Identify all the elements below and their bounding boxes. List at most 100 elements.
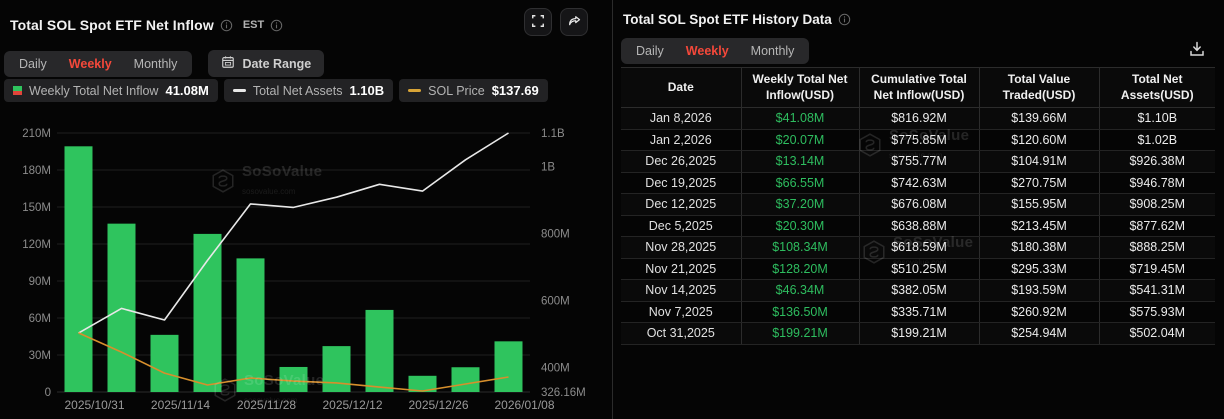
cell-value: $270.75M [979, 172, 1100, 195]
table-row[interactable]: Nov 7,2025 $136.50M $335.71M $260.92M $575.9… [621, 301, 1215, 324]
tab-daily[interactable]: Daily [636, 44, 664, 58]
cell-value: $908.25M [1099, 193, 1215, 216]
left-axis-tick: 180M [22, 165, 51, 177]
timezone-info-icon[interactable] [270, 19, 283, 32]
inflow-bar[interactable] [236, 258, 265, 392]
cell-date: Dec 19,2025 [621, 172, 742, 195]
table-row[interactable]: Nov 28,2025 $108.34M $618.59M $180.38M $888.… [621, 236, 1215, 259]
cell-date: Nov 28,2025 [621, 236, 742, 259]
cell-value: $1.10B [1099, 107, 1215, 130]
cell-value: $260.92M [979, 301, 1100, 324]
cell-value: $193.59M [979, 279, 1100, 302]
cell-value: $335.71M [859, 301, 980, 324]
cell-value: $41.08M [741, 107, 860, 130]
table-row[interactable]: Dec 12,2025 $37.20M $676.08M $155.95M $908.2… [621, 193, 1215, 216]
inflow-bar[interactable] [451, 367, 480, 392]
fullscreen-icon [531, 14, 545, 31]
x-axis-tick: 2025/12/12 [322, 398, 382, 412]
fullscreen-button[interactable] [524, 8, 552, 36]
legend-item-net-inflow[interactable]: Weekly Total Net Inflow 41.08M [4, 79, 218, 102]
table-row[interactable]: Dec 19,2025 $66.55M $742.63M $270.75M $946.7… [621, 172, 1215, 195]
left-axis-tick: 150M [22, 202, 51, 214]
net-inflow-bars [64, 146, 523, 392]
chart-panel-title: Total SOL Spot ETF Net Inflow [10, 17, 214, 33]
info-icon[interactable] [220, 19, 233, 32]
table-row[interactable]: Jan 8,2026 $41.08M $816.92M $139.66M $1.10B [621, 107, 1215, 130]
cell-value: $128.20M [741, 258, 860, 281]
tab-monthly[interactable]: Monthly [750, 44, 795, 58]
legend-item-net-assets[interactable]: Total Net Assets 1.10B [223, 79, 394, 102]
cell-value: $199.21M [741, 322, 860, 345]
cell-value: $926.38M [1099, 150, 1215, 173]
cell-value: $510.25M [859, 258, 980, 281]
cell-value: $155.95M [979, 193, 1100, 216]
chart-actions [524, 8, 588, 36]
info-icon[interactable] [838, 13, 851, 26]
bar-series-swatch-icon [13, 86, 22, 95]
etf-history-table: Date Weekly Total Net Inflow(USD) Cumulati… [621, 66, 1215, 345]
cell-date: Oct 31,2025 [621, 322, 742, 345]
cell-date: Dec 5,2025 [621, 215, 742, 238]
frequency-tabs: Daily Weekly Monthly [4, 50, 193, 77]
chart-panel-header: Total SOL Spot ETF Net Inflow EST [10, 8, 602, 40]
table-row[interactable]: Nov 14,2025 $46.34M $382.05M $193.59M $541.3… [621, 279, 1215, 302]
share-button[interactable] [560, 8, 588, 36]
right-axis-tick: 600M [541, 295, 570, 307]
inflow-bar[interactable] [279, 366, 308, 392]
date-range-button[interactable]: Date Range [208, 50, 325, 77]
cell-date: Nov 14,2025 [621, 279, 742, 302]
timezone-label: EST [242, 19, 265, 31]
inflow-bar[interactable] [408, 375, 437, 392]
cell-value: $104.91M [979, 150, 1100, 173]
cell-value: $541.31M [1099, 279, 1215, 302]
download-icon [1188, 40, 1206, 61]
table-row[interactable]: Jan 2,2026 $20.07M $775.85M $120.60M $1.02B [621, 129, 1215, 152]
cell-date: Dec 26,2025 [621, 150, 742, 173]
left-axis-tick: 210M [22, 128, 51, 140]
cell-value: $1.02B [1099, 129, 1215, 152]
chart-legend: Weekly Total Net Inflow 41.08M Total Net… [4, 79, 548, 102]
frequency-tabs: Daily Weekly Monthly [621, 38, 810, 64]
inflow-bar[interactable] [365, 309, 394, 392]
tab-weekly[interactable]: Weekly [685, 44, 729, 58]
cell-value: $676.08M [859, 193, 980, 216]
table-row[interactable]: Oct 31,2025 $199.21M $199.21M $254.94M $502.… [621, 322, 1215, 345]
cell-value: $46.34M [741, 279, 860, 302]
x-axis-tick: 2026/01/08 [494, 398, 554, 412]
table-row[interactable]: Dec 26,2025 $13.14M $755.77M $104.91M $926.3… [621, 150, 1215, 173]
cell-value: $888.25M [1099, 236, 1215, 259]
date-range-label: Date Range [242, 56, 312, 71]
left-axis-tick: 60M [29, 313, 51, 325]
right-axis-tick: 326.16M [541, 387, 586, 399]
calendar-icon [221, 55, 235, 72]
inflow-bar[interactable] [150, 334, 179, 392]
right-axis-tick: 400M [541, 362, 570, 374]
x-axis-tick: 2025/12/26 [408, 398, 468, 412]
sol-price-line[interactable] [78, 332, 509, 392]
inflow-bar[interactable] [322, 346, 351, 392]
legend-value: 1.10B [349, 83, 385, 98]
cell-value: $575.93M [1099, 301, 1215, 324]
left-axis-tick: 90M [29, 276, 51, 288]
right-axis-tick: 1.1B [541, 128, 565, 140]
table-row[interactable]: Nov 21,2025 $128.20M $510.25M $295.33M $719.… [621, 258, 1215, 281]
cell-value: $199.21M [859, 322, 980, 345]
legend-item-sol-price[interactable]: SOL Price $137.69 [399, 79, 548, 102]
cell-value: $66.55M [741, 172, 860, 195]
x-axis-tick: 2025/11/28 [237, 398, 296, 412]
tab-daily[interactable]: Daily [19, 56, 47, 71]
net-assets-line[interactable] [78, 132, 509, 334]
net-inflow-chart-panel: Total SOL Spot ETF Net Inflow EST [0, 0, 612, 419]
cell-value: $638.88M [859, 215, 980, 238]
etf-inflow-chart[interactable]: 210M 180M 150M 120M 90M 60M 30M 0 1.1B 1B 800M 600M… [0, 0, 612, 419]
right-axis-tick: 1B [541, 161, 555, 173]
table-row[interactable]: Dec 5,2025 $20.30M $638.88M $213.45M $877.62… [621, 215, 1215, 238]
table-panel-title: Total SOL Spot ETF History Data [623, 12, 832, 27]
history-data-panel: Total SOL Spot ETF History Data Daily We… [612, 0, 1224, 419]
download-button[interactable] [1188, 40, 1206, 61]
inflow-bar[interactable] [494, 341, 523, 392]
inflow-bar[interactable] [64, 146, 93, 392]
inflow-bar[interactable] [193, 233, 222, 392]
tab-monthly[interactable]: Monthly [133, 56, 178, 71]
tab-weekly[interactable]: Weekly [68, 56, 112, 71]
